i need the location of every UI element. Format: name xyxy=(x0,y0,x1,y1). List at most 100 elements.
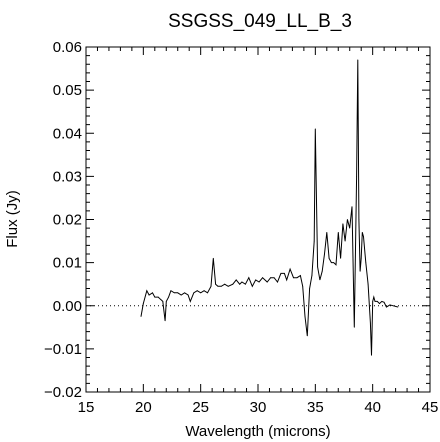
y-tick-label: 0.00 xyxy=(53,298,82,315)
data-point xyxy=(335,264,337,266)
x-tick-label: 20 xyxy=(135,399,152,416)
data-point xyxy=(270,277,271,279)
data-point xyxy=(154,296,156,298)
data-point xyxy=(313,240,315,242)
data-point xyxy=(349,227,351,229)
data-point xyxy=(251,285,253,287)
data-point xyxy=(262,277,263,279)
data-point xyxy=(248,277,250,279)
y-tick-label: −0.01 xyxy=(44,341,82,358)
data-point xyxy=(397,306,399,308)
data-point xyxy=(296,277,298,279)
data-point xyxy=(300,275,301,276)
data-point xyxy=(210,285,212,287)
data-point xyxy=(245,283,246,285)
y-tick-label: 0.05 xyxy=(53,82,82,99)
data-point xyxy=(187,294,189,296)
data-point xyxy=(311,275,313,276)
data-point xyxy=(168,296,170,298)
data-point xyxy=(193,292,195,294)
data-point xyxy=(146,290,148,292)
data-point xyxy=(376,301,378,302)
data-point xyxy=(326,232,328,233)
data-point xyxy=(207,292,208,294)
data-point xyxy=(309,288,310,289)
data-point xyxy=(337,232,339,233)
data-point xyxy=(365,262,367,263)
data-point xyxy=(289,268,291,270)
y-tick-label: 0.06 xyxy=(53,39,82,56)
data-point xyxy=(232,283,234,285)
data-point xyxy=(215,283,217,285)
data-point xyxy=(367,283,369,285)
y-axis-label: Flux (Jy) xyxy=(4,190,21,248)
data-point xyxy=(241,281,243,283)
data-point xyxy=(344,240,346,242)
data-point xyxy=(370,322,371,324)
data-point xyxy=(392,305,394,307)
data-point xyxy=(321,270,323,272)
data-point xyxy=(160,298,161,300)
data-point xyxy=(372,301,374,302)
data-point xyxy=(319,279,321,281)
data-point xyxy=(356,176,357,177)
data-point xyxy=(189,301,191,302)
y-tick-label: 0.03 xyxy=(53,168,82,185)
data-point xyxy=(358,219,360,220)
data-point xyxy=(353,326,355,328)
data-point xyxy=(173,292,175,294)
series-line xyxy=(140,59,399,356)
data-point xyxy=(386,306,387,308)
data-point xyxy=(177,292,179,294)
x-tick-label: 40 xyxy=(364,399,381,416)
data-point xyxy=(273,277,275,279)
data-point xyxy=(227,285,229,287)
data-point xyxy=(359,270,361,272)
axis-ticks: 15 20 25 30 35 40 45 −0.02 −0.01 0.00 0.01 0.02 0.03… xyxy=(44,39,438,416)
data-point xyxy=(220,285,222,287)
data-point xyxy=(304,316,306,317)
data-point xyxy=(162,301,164,302)
data-point xyxy=(331,262,332,263)
y-tick-label: 0.04 xyxy=(53,125,82,142)
data-point xyxy=(383,301,385,303)
data-point xyxy=(255,279,257,281)
x-tick-label: 35 xyxy=(307,399,324,416)
data-point xyxy=(170,290,172,292)
data-point xyxy=(180,294,182,296)
data-point xyxy=(277,281,278,283)
y-tick-label: 0.01 xyxy=(53,255,82,272)
data-point xyxy=(340,257,341,259)
data-point xyxy=(306,335,308,337)
data-point xyxy=(302,285,304,287)
data-point xyxy=(317,266,318,268)
data-point xyxy=(342,223,344,225)
x-tick-label: 15 xyxy=(78,399,95,416)
data-point xyxy=(224,283,226,285)
data-point xyxy=(200,292,202,294)
data-point xyxy=(148,294,150,296)
data-point xyxy=(280,273,282,274)
y-tick-label: −0.02 xyxy=(44,384,82,401)
data-point xyxy=(258,281,260,283)
data-point xyxy=(373,296,375,298)
data-point xyxy=(212,257,214,259)
x-tick-label: 45 xyxy=(422,399,439,416)
data-point xyxy=(371,354,372,356)
data-point xyxy=(142,303,144,304)
data-point xyxy=(184,292,186,294)
data-point xyxy=(381,301,383,302)
data-point xyxy=(351,206,353,208)
data-point xyxy=(217,285,219,287)
data-point xyxy=(266,281,268,283)
data-point xyxy=(389,304,391,306)
data-point xyxy=(152,292,153,294)
data-point xyxy=(164,320,166,322)
data-point xyxy=(328,257,330,259)
data-point xyxy=(333,262,335,263)
data-point xyxy=(239,283,241,285)
data-point xyxy=(314,128,316,130)
chart-title: SSGSS_049_LL_B_3 xyxy=(168,11,352,32)
data-point xyxy=(203,290,205,292)
